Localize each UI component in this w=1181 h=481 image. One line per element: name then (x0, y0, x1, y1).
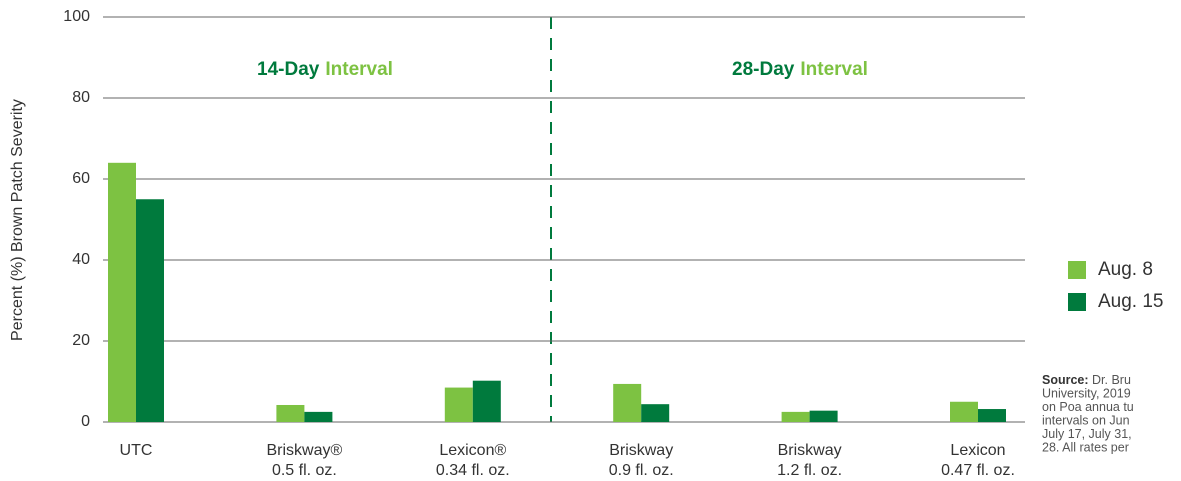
y-tick-label: 80 (72, 89, 90, 106)
bar (978, 409, 1006, 422)
source-text: 28. All rates per (1042, 441, 1129, 455)
annotation-part: 14-Day (257, 59, 320, 80)
source-text: July 17, July 31, (1042, 427, 1132, 441)
annotation-part: Interval (800, 59, 868, 80)
bar (641, 404, 670, 422)
source-line: 28. All rates per (1042, 441, 1129, 455)
source-line: July 17, July 31, (1042, 427, 1132, 441)
x-tick-label: Briskway (778, 442, 842, 459)
annotation: 14-Day Interval (257, 59, 393, 80)
bar (136, 199, 164, 422)
x-tick-label: Briskway (609, 442, 673, 459)
x-tick-label: Lexicon® (439, 442, 506, 459)
legend-label: Aug. 8 (1098, 259, 1153, 280)
y-tick-label: 60 (72, 170, 90, 187)
y-tick-label: 0 (81, 413, 90, 430)
source-text: Dr. Bru (1089, 373, 1131, 387)
x-tick-label: 0.34 fl. oz. (436, 462, 510, 479)
legend-swatch (1068, 293, 1086, 311)
source-line: intervals on Jun (1042, 414, 1130, 428)
y-tick-label: 40 (72, 251, 90, 268)
x-tick-label: Lexicon (950, 442, 1005, 459)
x-tick-label: 0.47 fl. oz. (941, 462, 1015, 479)
x-tick-label: UTC (120, 442, 153, 459)
x-tick-label: 0.5 fl. oz. (272, 462, 337, 479)
source-line: University, 2019 (1042, 387, 1131, 401)
legend-label: Aug. 15 (1098, 291, 1164, 312)
annotation-part: Interval (325, 59, 393, 80)
bar (276, 404, 305, 422)
annotation-part: 28-Day (732, 59, 795, 80)
bar (108, 162, 136, 423)
source-text: University, 2019 (1042, 387, 1131, 401)
source-text: intervals on Jun (1042, 414, 1130, 428)
bar (444, 387, 473, 422)
legend-swatch (1068, 261, 1086, 279)
bar (809, 410, 838, 422)
x-tick-label: Briskway® (267, 442, 343, 459)
x-tick-label: 0.9 fl. oz. (609, 462, 674, 479)
y-tick-label: 100 (63, 8, 90, 25)
bar (613, 383, 642, 422)
source-line: Source: Dr. Bru (1042, 373, 1131, 387)
annotation: 28-Day Interval (732, 59, 868, 80)
y-axis-label: Percent (%) Brown Patch Severity (9, 99, 26, 341)
x-tick-label: 1.2 fl. oz. (777, 462, 842, 479)
bar (950, 401, 978, 422)
source-text: on Poa annua tu (1042, 400, 1134, 414)
bar (781, 411, 810, 422)
source-line: on Poa annua tu (1042, 400, 1134, 414)
bar (472, 380, 501, 422)
source-label: Source: (1042, 373, 1089, 387)
y-tick-label: 20 (72, 332, 90, 349)
bar (304, 411, 333, 422)
